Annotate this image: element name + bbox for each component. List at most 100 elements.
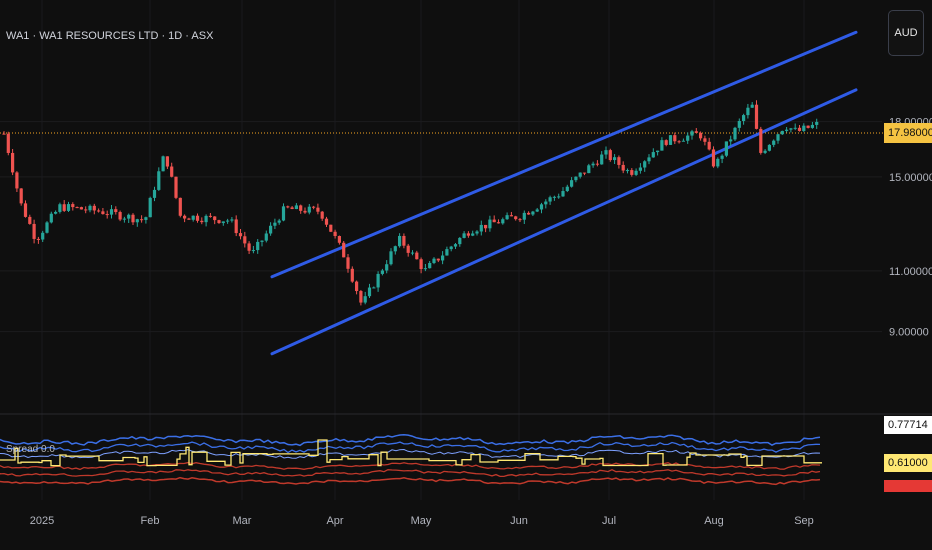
candle-up (441, 251, 445, 265)
candle-up (535, 207, 539, 213)
candle-up (716, 157, 720, 169)
candle-down (673, 132, 677, 145)
candle-down (75, 206, 79, 209)
candle-body (720, 155, 724, 159)
candle-up (488, 215, 492, 232)
candle-down (200, 217, 204, 225)
candle-body (402, 235, 406, 246)
candle-body (320, 211, 324, 219)
candle-up (656, 150, 660, 156)
candle-down (170, 162, 174, 178)
candle-body (28, 216, 32, 224)
candle-body (750, 104, 754, 108)
candle-down (118, 210, 122, 222)
candle-up (49, 211, 53, 224)
candle-body (501, 219, 505, 224)
candle-up (54, 210, 58, 215)
candle-body (484, 224, 488, 229)
candle-up (122, 216, 126, 223)
candle-body (772, 140, 776, 145)
candle-up (600, 151, 604, 165)
candle-up (660, 137, 664, 151)
candle-body (333, 231, 337, 237)
candle-body (767, 144, 771, 151)
currency-button[interactable]: AUD (888, 10, 924, 56)
candle-body (681, 140, 685, 142)
candle-up (522, 210, 526, 225)
candle-down (608, 148, 612, 162)
candle-up (380, 268, 384, 276)
candle-body (195, 215, 200, 221)
candle-body (45, 222, 49, 233)
candle-down (333, 229, 337, 239)
candle-body (423, 268, 427, 270)
x-tick-label: Apr (326, 515, 343, 527)
candle-body (36, 238, 40, 240)
candle-body (157, 171, 161, 190)
candle-body (436, 258, 440, 261)
candle-body (23, 203, 28, 217)
candle-down (527, 211, 531, 215)
candle-body (41, 232, 45, 240)
candle-down (694, 128, 698, 133)
candle-down (346, 254, 350, 273)
candle-body (389, 251, 393, 265)
candle-body (815, 121, 819, 125)
indicator-label: Spread 0.0 (6, 444, 55, 455)
candle-body (638, 167, 642, 171)
candle-body (522, 212, 526, 220)
candle-body (565, 186, 569, 192)
candle-down (19, 188, 23, 206)
candle-down (101, 208, 105, 215)
candle-up (737, 118, 741, 132)
indicator-pane (0, 433, 822, 486)
candle-down (299, 204, 303, 214)
candle-up (264, 230, 268, 243)
candle-body (810, 124, 814, 128)
candle-body (294, 205, 298, 210)
candle-body (109, 209, 114, 215)
candle-body (221, 221, 225, 224)
candle-body (780, 130, 784, 135)
candle-up (273, 218, 277, 230)
candle-up (604, 146, 608, 159)
candle-body (428, 263, 432, 269)
candle-body (54, 211, 58, 214)
candle-down (183, 214, 187, 223)
candle-up (398, 233, 402, 248)
candle-up (269, 222, 273, 236)
x-tick-label: Jul (602, 515, 616, 527)
candle-down (79, 206, 83, 210)
candle-body (690, 131, 694, 136)
candle-down (630, 168, 634, 177)
candle-body (617, 157, 621, 165)
candle-body (2, 133, 6, 135)
candle-body (355, 281, 359, 292)
candle-down (759, 126, 763, 155)
candle-up (544, 199, 548, 209)
candle-down (754, 100, 759, 130)
candle-body (6, 133, 10, 153)
candle-body (668, 135, 673, 145)
candle-body (595, 163, 599, 165)
candle-up (367, 283, 372, 299)
candle-body (367, 287, 372, 297)
indicator-lower-band-1 (0, 461, 821, 471)
candle-down (97, 208, 101, 213)
candle-body (84, 209, 88, 211)
candle-body (71, 204, 75, 208)
candle-up (668, 135, 673, 146)
candle-body (707, 141, 711, 150)
candle-down (36, 236, 40, 244)
candle-body (552, 196, 556, 198)
candle-body (505, 215, 509, 220)
candle-body (393, 246, 397, 252)
candle-up (539, 202, 544, 214)
candle-body (144, 217, 148, 220)
candle-body (613, 157, 617, 161)
candle-up (733, 126, 737, 141)
candle-up (432, 257, 436, 265)
candle-body (122, 218, 126, 220)
candle-body (238, 233, 243, 237)
